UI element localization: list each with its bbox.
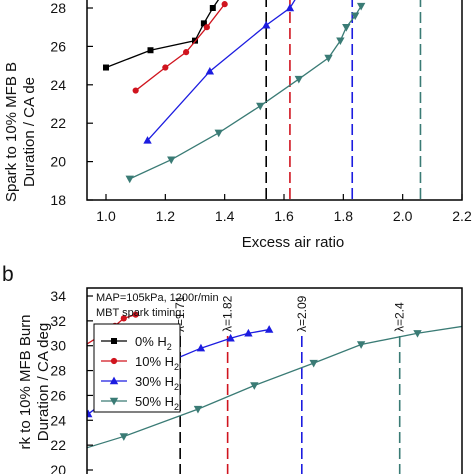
- panel-b-ytick-label-32: 32: [50, 313, 66, 329]
- panel-a-series-50-h2-point-1: [125, 175, 134, 184]
- panel-a-series-10-h2-point-3: [183, 49, 190, 56]
- panel-b-series-30-h2-point-10: [264, 325, 274, 333]
- panel-a-series-50-h2-point-5: [294, 75, 304, 84]
- panel-a-series-50-h2-point-10: [356, 2, 366, 11]
- panel-b-legend-30-h2-label: 30% H2: [135, 374, 179, 392]
- panel-a-series-50-h2-point-3: [214, 129, 223, 138]
- panel-a-ytick-label-20: 20: [50, 154, 66, 170]
- panel-a-xlabel: Excess air ratio: [242, 234, 345, 251]
- panel-b-series-50-h2-point-6: [356, 341, 366, 349]
- panel-a-xtick-label-2: 2.0: [393, 208, 413, 224]
- panel-a-xtick-label-1: 1.0: [96, 208, 116, 224]
- panel-a-series-50-h2-point-2: [167, 156, 176, 165]
- panel-a-chart: 18 20 22 24 26 28 1.0 1.2 1.4 1.6 1.8 2.0 2.2 Spark …: [3, 0, 472, 251]
- panel-b-series-10-h2-point-12: [120, 315, 127, 322]
- panel-a-series-0-h2-point-1: [103, 64, 109, 71]
- panel-b-legend-30-h2-marker: [109, 376, 119, 385]
- panel-a-series-50-h2-point-9: [351, 12, 360, 21]
- panel-b-plot-frame: [86, 287, 463, 474]
- panel-a-ytick-label-26: 26: [50, 38, 66, 54]
- panel-b-legend-0-h2-marker: [111, 338, 117, 344]
- panel-a-series-0-h2-point-2: [147, 47, 154, 54]
- panel-b-series-30-h2-point-8: [226, 333, 235, 342]
- panel-a-series-30-h2-point-1: [143, 136, 152, 144]
- panel-a-series-10-h2-point-1: [132, 87, 139, 94]
- panel-b-series-0-h2-point-20: [73, 308, 79, 314]
- panel-a-series-30-h2-point-4: [285, 3, 295, 12]
- panel-b-series-30-h2-point-9: [244, 328, 253, 337]
- panel-b-ytick-label-30: 30: [50, 338, 66, 354]
- panel-b-lambda-label-4: λ=2.4: [393, 302, 407, 332]
- panel-b-ylabel-line-2: Duration / CA deg: [35, 323, 52, 441]
- panel-b-series-10-h2-point-8: [61, 356, 67, 362]
- panel-a-xtick-label-1.2: 1.2: [156, 208, 176, 224]
- panel-a-xtick-label-1.6: 1.6: [274, 208, 294, 224]
- panel-b-legend-10-h2-marker: [110, 357, 118, 365]
- panel-a-series-0-h2-line: [105, 0, 220, 69]
- panel-a-series-30-h2-point-2: [205, 66, 215, 75]
- panel-a-series-50-h2-point-8: [342, 24, 351, 32]
- panel-b-ytick-label-34: 34: [50, 288, 66, 304]
- panel-b-series-50-h2-point-7: [413, 330, 422, 338]
- panel-a-ylabel-line-1: Spark to 10% MFB B: [3, 62, 20, 202]
- panel-b-lambda-label-2: λ=1.82: [221, 295, 235, 332]
- panel-b-legend-0-h2-label: 0% H2: [135, 334, 172, 352]
- panel-b-ytick-label-22: 22: [50, 437, 66, 453]
- panel-a-xtick-label-1.8: 1.8: [334, 208, 354, 224]
- panel-a-ytick-label-22: 22: [50, 115, 66, 131]
- panel-a-xtick-label-2.2: 2.2: [452, 208, 472, 224]
- panel-b-series-50-h2-point-1: [31, 461, 39, 469]
- panel-a-plot-area: [103, 0, 422, 200]
- panel-b-series-30-h2-point-1: [13, 463, 21, 471]
- panel-a-plot-frame: [86, 0, 463, 201]
- panel-b-ytick-label-24: 24: [50, 412, 66, 428]
- panel-b-series-10-h2-point-4: [2, 410, 8, 416]
- panel-b-ytick-label-20: 20: [50, 462, 66, 474]
- panel-a-series-50-h2-point-7: [336, 37, 345, 46]
- panel-a-series-0-h2-point-4: [200, 20, 207, 27]
- panel-a-xtick-label-1.4: 1.4: [215, 208, 235, 224]
- panel-b-series-50-h2-point-2: [119, 433, 128, 441]
- panel-b-series-50-h2-point-3: [193, 405, 203, 414]
- panel-b-series-10-h2-point-13: [132, 311, 139, 318]
- panel-b-legend-frame: [93, 323, 181, 413]
- panel-b-legend-10-h2-label: 10% H2: [135, 354, 179, 372]
- panel-a-series-50-h2-line: [129, 5, 362, 180]
- panel-b-annotation-spark: MBT spark timing: [96, 307, 181, 319]
- panel-a-series-10-h2-point-5: [221, 1, 228, 8]
- panel-b-ytick-label-28: 28: [50, 363, 66, 379]
- panel-a-ytick-label-24: 24: [50, 77, 66, 93]
- panel-b-legend: 0% H2 10% H2 30% H2 50% H2: [93, 323, 181, 413]
- panel-a-ytick-label-28: 28: [50, 0, 66, 16]
- panel-b-series-10-h2-point-9: [79, 344, 85, 350]
- panel-b-series-50-h2-point-8: [470, 321, 474, 329]
- panel-b-series-50-h2-point-4: [250, 382, 259, 390]
- panel-a-series-30-h2-line: [147, 0, 296, 141]
- panel-a-series-30-h2-point-3: [262, 20, 271, 29]
- panel-b-series-30-h2-point-7: [196, 343, 206, 352]
- panel-a-ylabel-line-2: Duration / CA de: [21, 77, 38, 187]
- panel-b-legend-50-h2-label: 50% H2: [135, 394, 179, 412]
- panel-b-chart: b λ=1.71 λ=1.82 λ=2.09 λ=2.4 20 22 24 26 28 30 32…: [2, 263, 474, 474]
- panel-a-series-50-h2-point-4: [256, 102, 265, 111]
- panel-b-legend-50-h2-marker: [109, 397, 119, 406]
- panel-a-series-10-h2-point-4: [203, 24, 210, 31]
- panel-a-series-50-h2-point-6: [324, 54, 333, 63]
- panel-b-lambda-label-3: λ=2.09: [295, 295, 309, 332]
- panel-a-series-0-h2-point-5: [209, 5, 216, 11]
- panel-b-ylabel-line-1: rk to 10% MFB Burn: [17, 314, 34, 449]
- panel-b-annotation-map: MAP=105kPa, 1200r/min: [96, 292, 219, 304]
- panel-b-series-30-h2-point-3: [87, 409, 93, 418]
- panel-b-lambda-label-1: λ=1.71: [173, 295, 187, 332]
- panel-a-ytick-label-18: 18: [50, 192, 66, 208]
- panel-a-series-10-h2-point-2: [162, 64, 169, 71]
- panel-b-ytick-label-26: 26: [50, 387, 66, 403]
- panel-b-label: b: [2, 263, 14, 286]
- panel-b-series-50-h2-line: [87, 325, 462, 449]
- panel-b-series-50-h2-point-5: [309, 359, 318, 368]
